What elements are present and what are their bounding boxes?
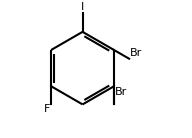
Text: Br: Br [115,87,127,97]
Text: Br: Br [130,48,142,58]
Text: I: I [81,2,84,12]
Text: F: F [44,104,50,114]
